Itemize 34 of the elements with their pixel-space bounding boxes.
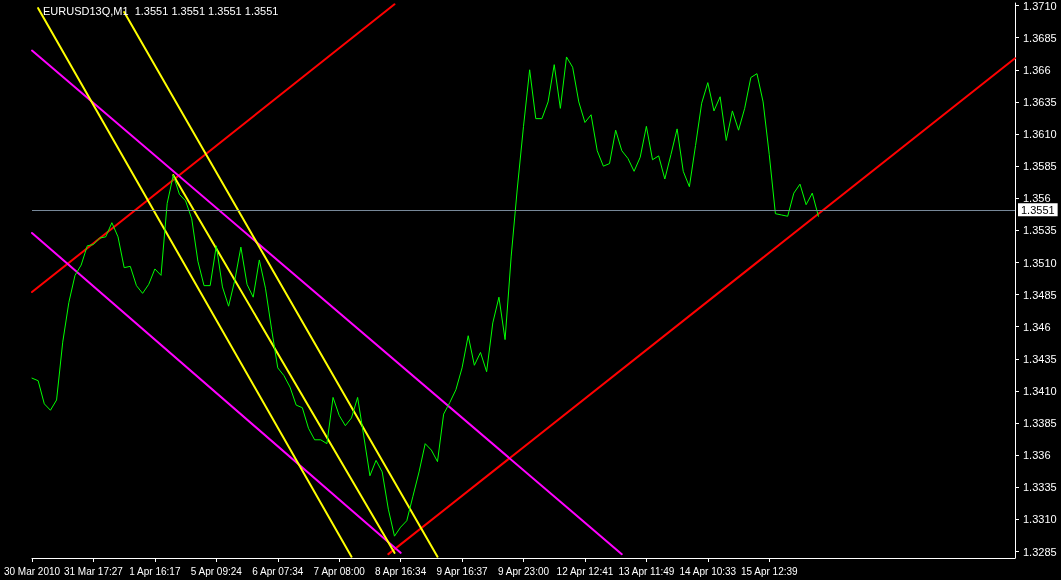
y-tick-label: 1.3335 — [1023, 481, 1057, 494]
y-tick-label: 1.3710 — [1023, 0, 1057, 12]
y-tick-label: 1.3410 — [1023, 384, 1057, 397]
y-tick-label: 1.3585 — [1023, 160, 1057, 173]
y-tick-label: 1.3385 — [1023, 417, 1057, 430]
x-tick-label: 12 Apr 12:41 — [556, 565, 614, 577]
x-tick-label: 30 Mar 2010 — [3, 565, 61, 577]
x-tick-label: 9 Apr 16:37 — [436, 565, 489, 577]
x-tick-label: 6 Apr 07:34 — [252, 565, 304, 577]
y-tick-label: 1.3635 — [1023, 95, 1057, 108]
chart-title: EURUSD13Q,M1 1.3551 1.3551 1.3551 1.3551 — [43, 4, 279, 17]
y-tick-label: 1.336 — [1023, 449, 1051, 462]
y-tick-label: 1.3610 — [1023, 128, 1057, 141]
y-tick-label: 1.3535 — [1023, 224, 1057, 237]
x-tick-label: 8 Apr 16:34 — [375, 565, 427, 577]
y-tick-label: 1.346 — [1023, 320, 1051, 333]
x-tick-label: 31 Mar 17:27 — [63, 565, 124, 577]
y-tick-label: 1.3285 — [1023, 545, 1057, 558]
y-tick-label: 1.356 — [1023, 192, 1051, 205]
y-tick-label: 1.3485 — [1023, 288, 1057, 301]
y-tick-label: 1.3435 — [1023, 352, 1057, 365]
ref-line-label: 1.3551 — [1021, 203, 1055, 216]
y-tick-label: 1.3510 — [1023, 256, 1057, 269]
x-tick-label: 1 Apr 16:17 — [129, 565, 181, 577]
y-tick-label: 1.3685 — [1023, 31, 1057, 44]
x-tick-label: 15 Apr 12:39 — [740, 565, 799, 577]
x-tick-label: 7 Apr 08:00 — [313, 565, 366, 577]
x-tick-label: 13 Apr 11:49 — [618, 565, 675, 577]
y-tick-label: 1.366 — [1023, 63, 1051, 76]
x-tick-label: 5 Apr 09:24 — [190, 565, 243, 577]
line-series — [31, 56, 819, 537]
x-tick-label: 14 Apr 10:33 — [679, 565, 737, 577]
y-tick-label: 1.3310 — [1023, 513, 1057, 526]
x-tick-label: 9 Apr 23:00 — [497, 565, 550, 577]
